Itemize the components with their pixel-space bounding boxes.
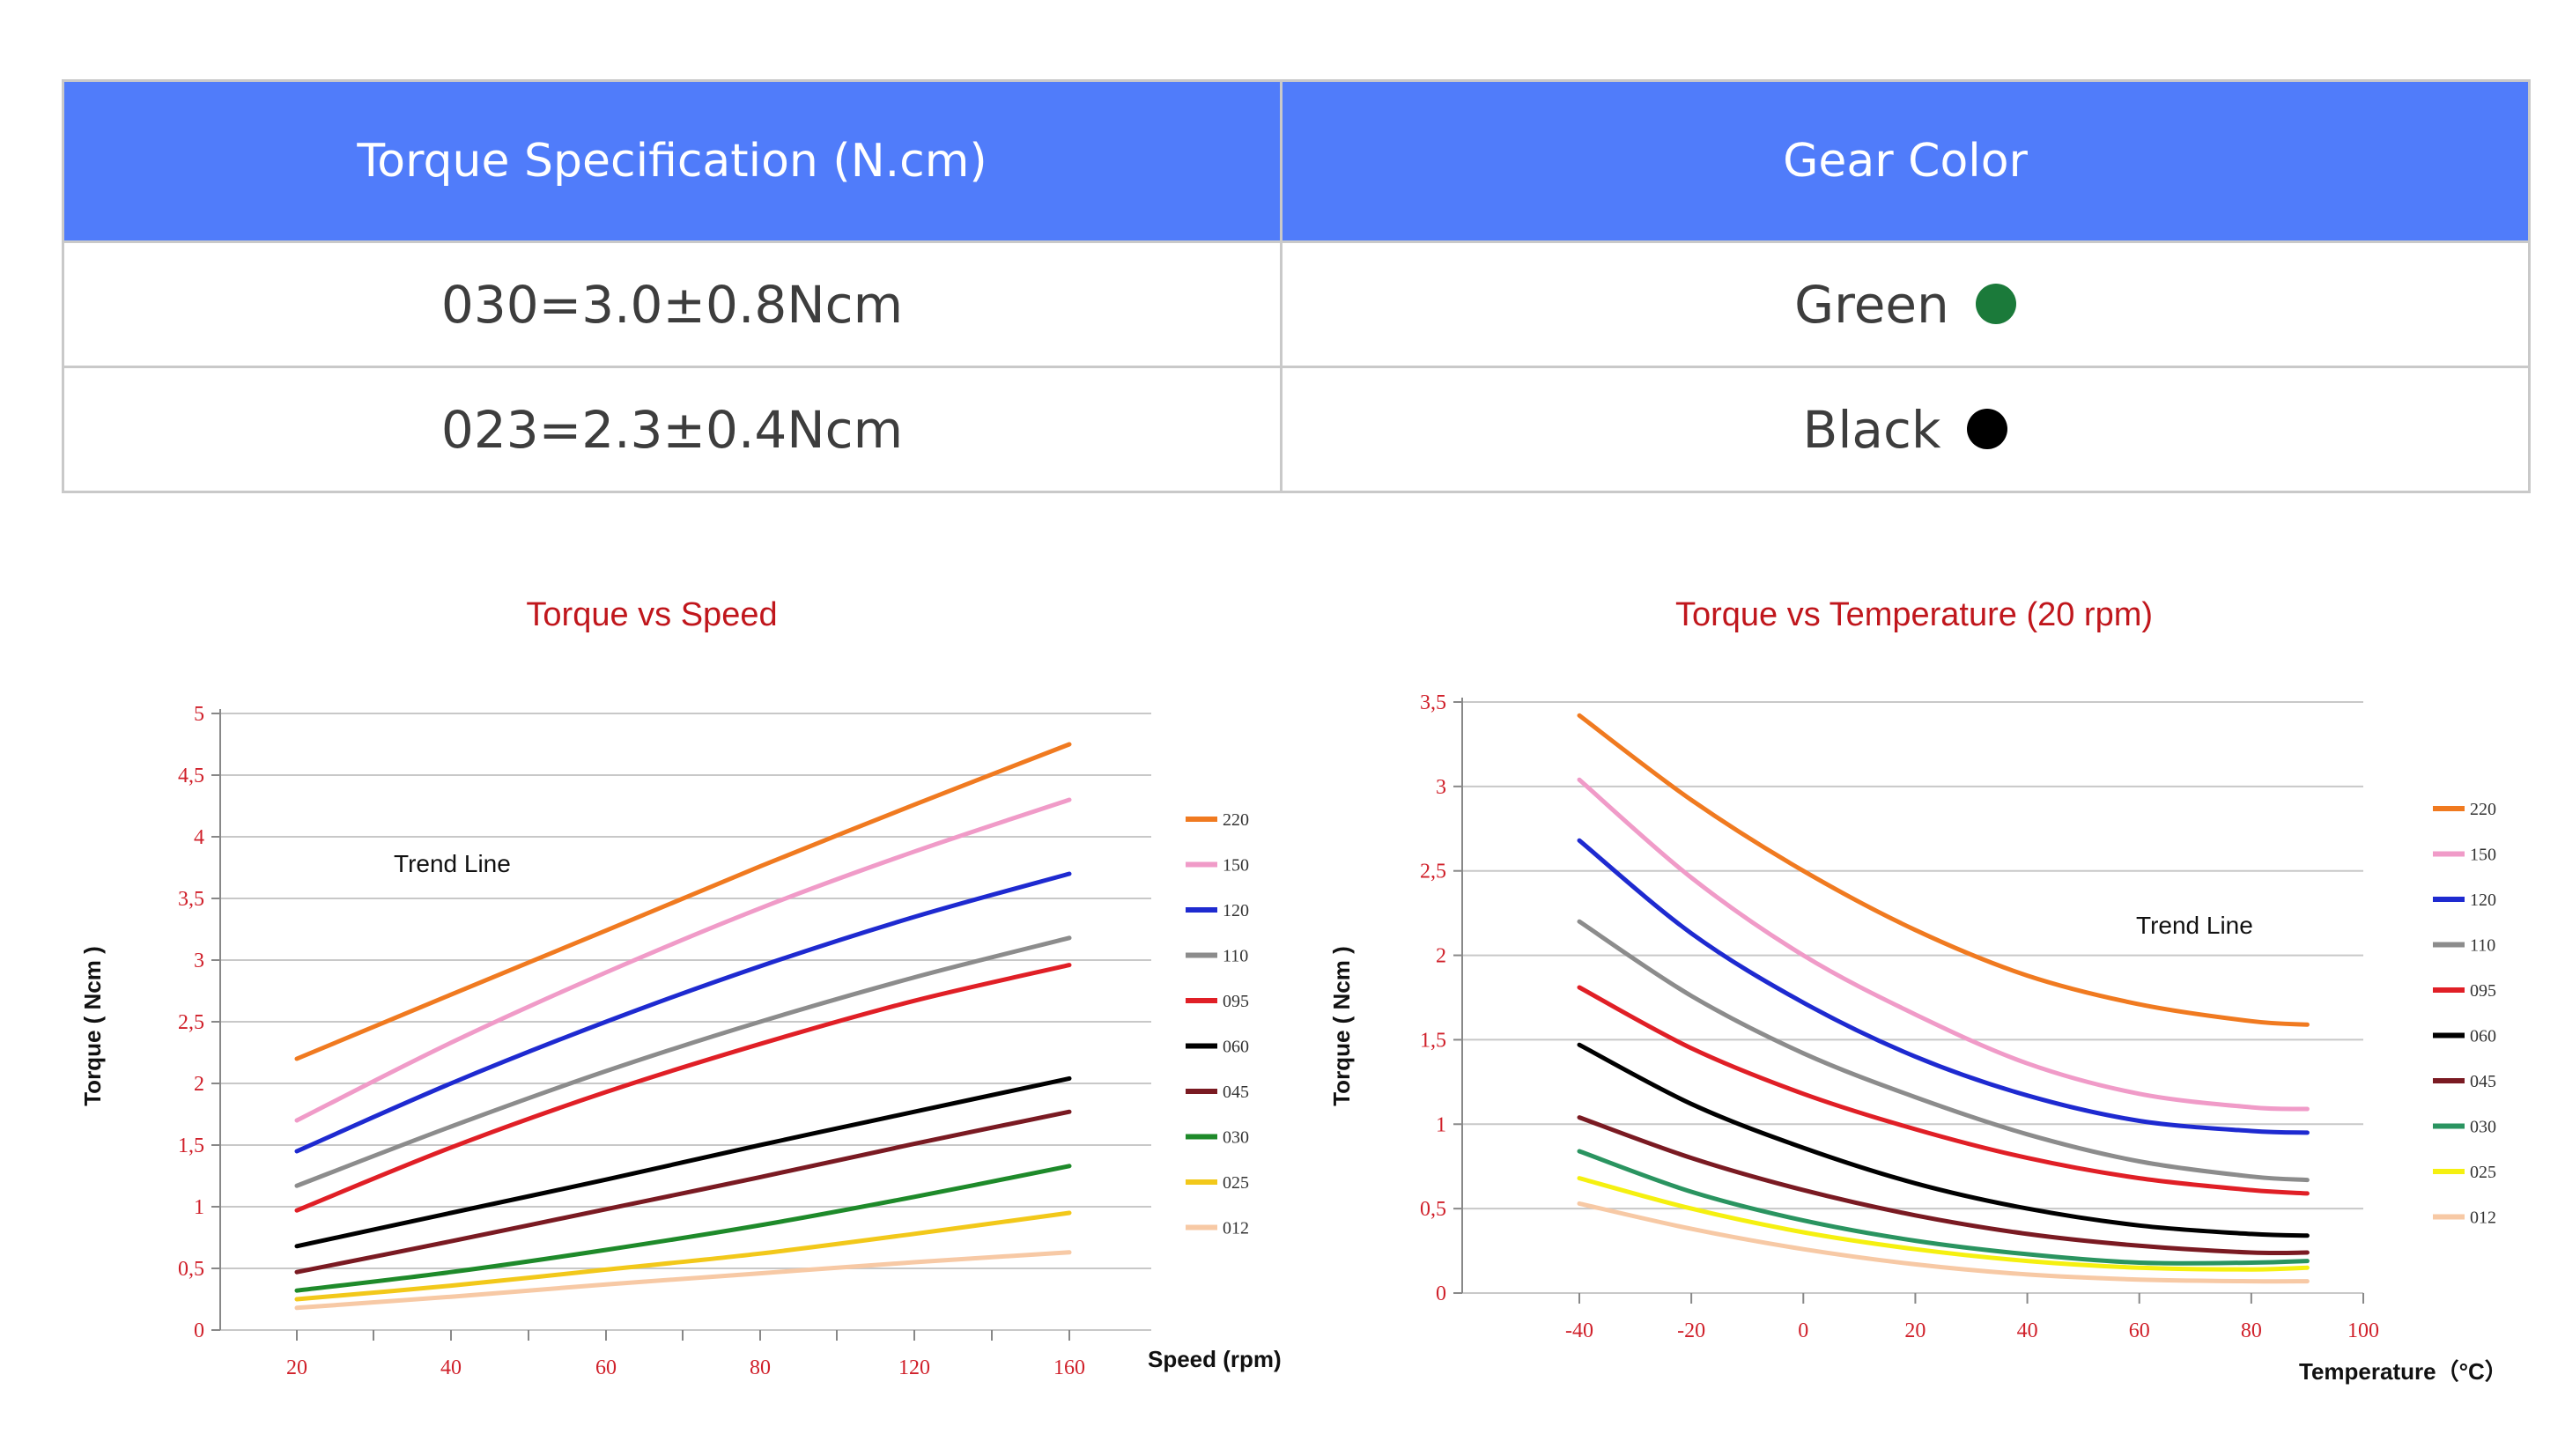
header-torque-spec: Torque Specification (N.cm) bbox=[62, 79, 1282, 243]
y-tick-label: 1,5 bbox=[1420, 1029, 1446, 1052]
y-tick-label: 3,5 bbox=[178, 888, 204, 911]
x-tick-label: -20 bbox=[1677, 1319, 1705, 1342]
legend-label: 030 bbox=[2470, 1118, 2496, 1137]
x-tick-label: 120 bbox=[898, 1356, 930, 1379]
series-line-025 bbox=[294, 1210, 1072, 1302]
series-line-060 bbox=[294, 1075, 1072, 1249]
series-line-012 bbox=[1577, 1201, 2310, 1284]
series-line-110 bbox=[294, 935, 1072, 1188]
y-axis-title: Torque ( Ncm ) bbox=[79, 946, 106, 1106]
torque-vs-temperature-chart: Torque vs Temperature (20 rpm) Trend Lin… bbox=[1328, 596, 2508, 1385]
legend-label: 030 bbox=[1223, 1128, 1249, 1148]
y-axis-title: Torque ( Ncm ) bbox=[1328, 946, 1355, 1106]
y-tick-label: 1 bbox=[1436, 1113, 1446, 1136]
trend-line-annotation: Trend Line bbox=[394, 850, 511, 877]
torque-spec-table: Torque Specification (N.cm) Gear Color 0… bbox=[62, 79, 2531, 493]
series-line-060 bbox=[1577, 1042, 2310, 1238]
legend-label: 120 bbox=[1223, 901, 1249, 920]
legend-label: 060 bbox=[1223, 1038, 1249, 1057]
y-tick-label: 4 bbox=[194, 826, 204, 849]
legend-label: 110 bbox=[2470, 936, 2495, 956]
gear-color-name: Black bbox=[1802, 399, 1941, 460]
x-tick-label: 160 bbox=[1053, 1356, 1085, 1379]
legend-label: 095 bbox=[1223, 992, 1249, 1011]
series-line-120 bbox=[1577, 838, 2310, 1135]
trend-line-annotation: Trend Line bbox=[2136, 912, 2253, 939]
series-line-095 bbox=[1577, 985, 2310, 1196]
series-line-095 bbox=[294, 963, 1072, 1213]
legend-label: 150 bbox=[1223, 856, 1249, 876]
legend-label: 045 bbox=[2470, 1072, 2496, 1091]
y-tick-label: 0,5 bbox=[178, 1258, 204, 1281]
x-tick-label: 60 bbox=[595, 1356, 617, 1379]
series-line-025 bbox=[1577, 1176, 2310, 1272]
legend-label: 025 bbox=[2470, 1163, 2496, 1182]
series-line-150 bbox=[1577, 777, 2310, 1112]
legend-label: 025 bbox=[1223, 1173, 1249, 1193]
y-tick-label: 0,5 bbox=[1420, 1198, 1446, 1221]
series-line-030 bbox=[1577, 1149, 2310, 1266]
y-tick-label: 0 bbox=[194, 1319, 204, 1342]
x-tick-label: 100 bbox=[2347, 1319, 2379, 1342]
y-tick-label: 3 bbox=[1436, 776, 1446, 799]
series-line-045 bbox=[1577, 1115, 2310, 1256]
legend-label: 220 bbox=[1223, 810, 1249, 830]
legend-label: 220 bbox=[2470, 800, 2496, 819]
legend-label: 012 bbox=[1223, 1219, 1249, 1238]
legend-label: 095 bbox=[2470, 981, 2496, 1001]
header-gear-color: Gear Color bbox=[1280, 79, 2531, 243]
y-tick-label: 2 bbox=[194, 1073, 204, 1096]
x-tick-label: -40 bbox=[1565, 1319, 1593, 1342]
chart-title: Torque vs Temperature (20 rpm) bbox=[1675, 596, 2153, 633]
y-tick-label: 1,5 bbox=[178, 1134, 204, 1157]
black-dot-icon bbox=[1967, 409, 2008, 450]
table-row: 030=3.0±0.8Ncm Green bbox=[62, 240, 2531, 368]
y-tick-label: 0 bbox=[1436, 1282, 1446, 1305]
series-line-110 bbox=[1577, 919, 2310, 1183]
y-tick-label: 3 bbox=[194, 950, 204, 972]
y-tick-label: 1 bbox=[194, 1196, 204, 1219]
series-line-045 bbox=[294, 1109, 1072, 1275]
series-line-120 bbox=[294, 871, 1072, 1154]
x-tick-label: 80 bbox=[2241, 1319, 2262, 1342]
series-line-220 bbox=[294, 742, 1072, 1061]
x-tick-label: 20 bbox=[1904, 1319, 1926, 1342]
x-axis-title: Speed (rpm) bbox=[1148, 1346, 1282, 1372]
torque-vs-speed-chart: Torque vs Speed Trend Line Torque ( Ncm … bbox=[79, 596, 1282, 1379]
legend-label: 150 bbox=[2470, 846, 2496, 865]
legend-label: 012 bbox=[2470, 1208, 2496, 1228]
x-tick-label: 60 bbox=[2129, 1319, 2150, 1342]
y-tick-label: 5 bbox=[194, 703, 204, 726]
gear-color-cell: Green bbox=[1280, 240, 2531, 368]
x-tick-label: 80 bbox=[750, 1356, 771, 1379]
legend-label: 045 bbox=[1223, 1083, 1249, 1102]
table-header-row: Torque Specification (N.cm) Gear Color bbox=[62, 79, 2531, 243]
y-tick-label: 2,5 bbox=[1420, 861, 1446, 883]
series-line-012 bbox=[294, 1250, 1072, 1311]
y-tick-label: 4,5 bbox=[178, 765, 204, 787]
x-axis-title: Temperature（°C） bbox=[2299, 1358, 2508, 1385]
series-line-030 bbox=[294, 1164, 1072, 1293]
y-tick-label: 2 bbox=[1436, 945, 1446, 968]
chart-title: Torque vs Speed bbox=[526, 596, 777, 633]
x-tick-label: 20 bbox=[286, 1356, 307, 1379]
x-tick-label: 0 bbox=[1798, 1319, 1808, 1342]
torque-spec-cell: 030=3.0±0.8Ncm bbox=[62, 240, 1282, 368]
legend-label: 120 bbox=[2470, 891, 2496, 910]
green-dot-icon bbox=[1975, 284, 2016, 325]
torque-spec-cell: 023=2.3±0.4Ncm bbox=[62, 366, 1282, 493]
gear-color-name: Green bbox=[1794, 274, 1949, 335]
series-line-220 bbox=[1577, 713, 2310, 1027]
y-tick-label: 3,5 bbox=[1420, 691, 1446, 714]
x-tick-label: 40 bbox=[440, 1356, 462, 1379]
y-tick-label: 2,5 bbox=[178, 1011, 204, 1034]
x-tick-label: 40 bbox=[2017, 1319, 2038, 1342]
gear-color-cell: Black bbox=[1280, 366, 2531, 493]
table-row: 023=2.3±0.4Ncm Black bbox=[62, 366, 2531, 493]
series-line-150 bbox=[294, 797, 1072, 1123]
legend-label: 110 bbox=[1223, 947, 1248, 966]
legend-label: 060 bbox=[2470, 1027, 2496, 1046]
